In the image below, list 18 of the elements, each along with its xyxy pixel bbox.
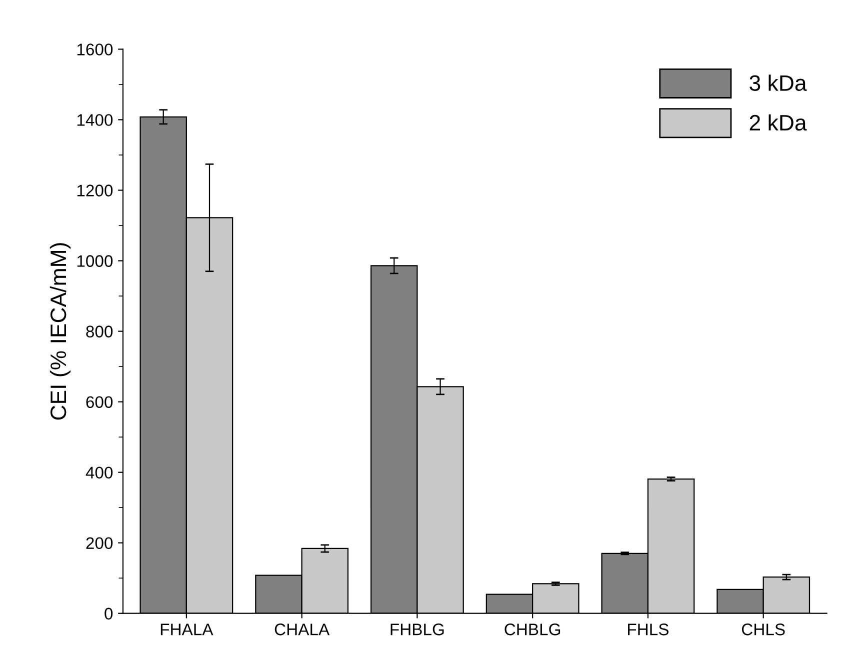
x-tick-label: CHBLG bbox=[504, 624, 560, 636]
x-tick-label: FHALA bbox=[160, 624, 214, 636]
x-tick-label: CHLS bbox=[742, 624, 785, 636]
x-tick-label: FHBLG bbox=[390, 624, 444, 636]
legend-label: 3 kDa bbox=[750, 74, 807, 91]
y-tick-label: 600 bbox=[86, 396, 113, 408]
y-tick-label: 1400 bbox=[77, 114, 113, 126]
y-tick-label: 400 bbox=[86, 466, 113, 479]
y-tick-label: 1200 bbox=[77, 184, 113, 196]
y-tick-label: 0 bbox=[104, 608, 113, 620]
y-tick-label: 200 bbox=[86, 537, 113, 550]
legend-label: 2 kDa bbox=[750, 114, 807, 131]
x-tick-label: FHLS bbox=[628, 624, 668, 636]
y-tick-label: 800 bbox=[86, 326, 113, 338]
y-tick-label: 1600 bbox=[77, 44, 113, 56]
y-tick-label: 1000 bbox=[77, 255, 113, 267]
y-axis-title: CEI (% IECA/mM) bbox=[50, 243, 71, 420]
x-tick-label: CHALA bbox=[274, 624, 330, 636]
